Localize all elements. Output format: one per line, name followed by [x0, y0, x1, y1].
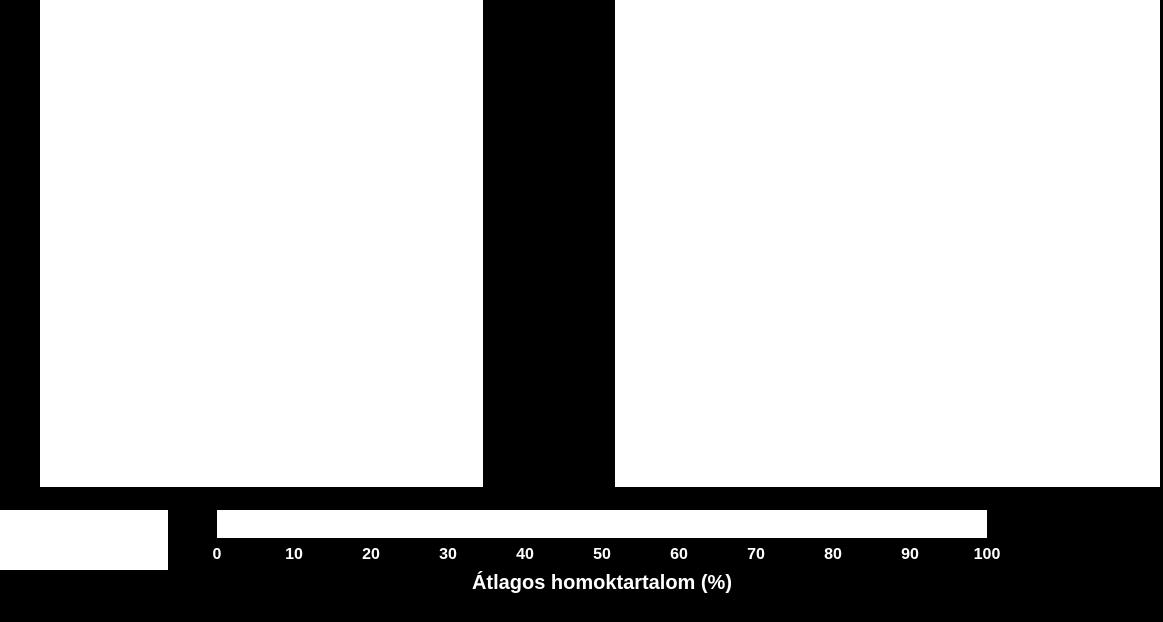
colorbar-gradient: [217, 510, 987, 538]
colorbar-tick-label: 20: [362, 546, 380, 564]
colorbar-tick-label: 50: [593, 546, 611, 564]
colorbar-tick-label: 80: [824, 546, 842, 564]
colorbar-tick-label: 90: [901, 546, 919, 564]
colorbar-tick-label: 60: [670, 546, 688, 564]
colorbar-tick-label: 70: [747, 546, 765, 564]
colorbar-title: Átlagos homoktartalom (%): [472, 572, 732, 595]
colorbar-tick-label: 100: [974, 546, 1001, 564]
colorbar-tick-label: 30: [439, 546, 457, 564]
colorbar-tick-label: 40: [516, 546, 534, 564]
colorbar-tick-label: 10: [285, 546, 303, 564]
colorbar-tick-label: 0: [213, 546, 222, 564]
map-panel-left: [40, 0, 483, 487]
map-panel-right: [615, 0, 1160, 487]
legend-box: [0, 510, 168, 570]
figure-stage: 0 10 20 30 40 50 60 70 80 90 100 Átlagos homoktart…: [0, 0, 1163, 622]
colorbar: 0102030405060708090100 Átlagos homoktart…: [217, 510, 987, 608]
